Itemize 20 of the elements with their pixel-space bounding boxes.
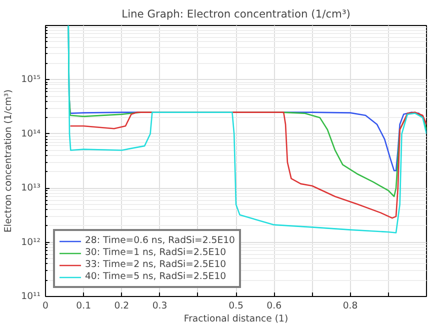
x-tick-label: 0.3 — [152, 300, 168, 312]
y-tick-label: 10¹⁴ — [21, 128, 41, 140]
x-axis-title: Fractional distance (1) — [184, 314, 288, 324]
legend-label: 40: Time=5 ns, RadSi=2.5E10 — [85, 271, 226, 282]
y-tick-label: 10¹¹ — [21, 291, 41, 302]
line-series — [68, 26, 426, 234]
legend-label: 30: Time=1 ns, RadSi=2.5E10 — [85, 247, 226, 258]
chart-title: Line Graph: Electron concentration (1/cm³) — [122, 8, 350, 20]
legend-label: 33: Time=2 ns, RadSi=2.5E10 — [85, 259, 226, 270]
x-tick-label: 0.2 — [114, 300, 130, 312]
y-axis-title: Electron concentration (1/cm³) — [3, 89, 14, 233]
legend-label: 28: Time=0.6 ns, RadSi=2.5E10 — [85, 235, 235, 246]
y-tick-label: 10¹² — [21, 236, 41, 248]
y-tick-label: 10¹⁵ — [21, 74, 41, 86]
x-tick-label: 0 — [42, 300, 49, 312]
y-tick-label: 10¹³ — [21, 182, 41, 194]
x-tick-label: 0.5 — [228, 300, 244, 312]
x-tick-label: 0.8 — [342, 300, 358, 312]
x-tick-label: 0.6 — [266, 300, 282, 312]
x-tick-label: 0.1 — [76, 300, 92, 312]
